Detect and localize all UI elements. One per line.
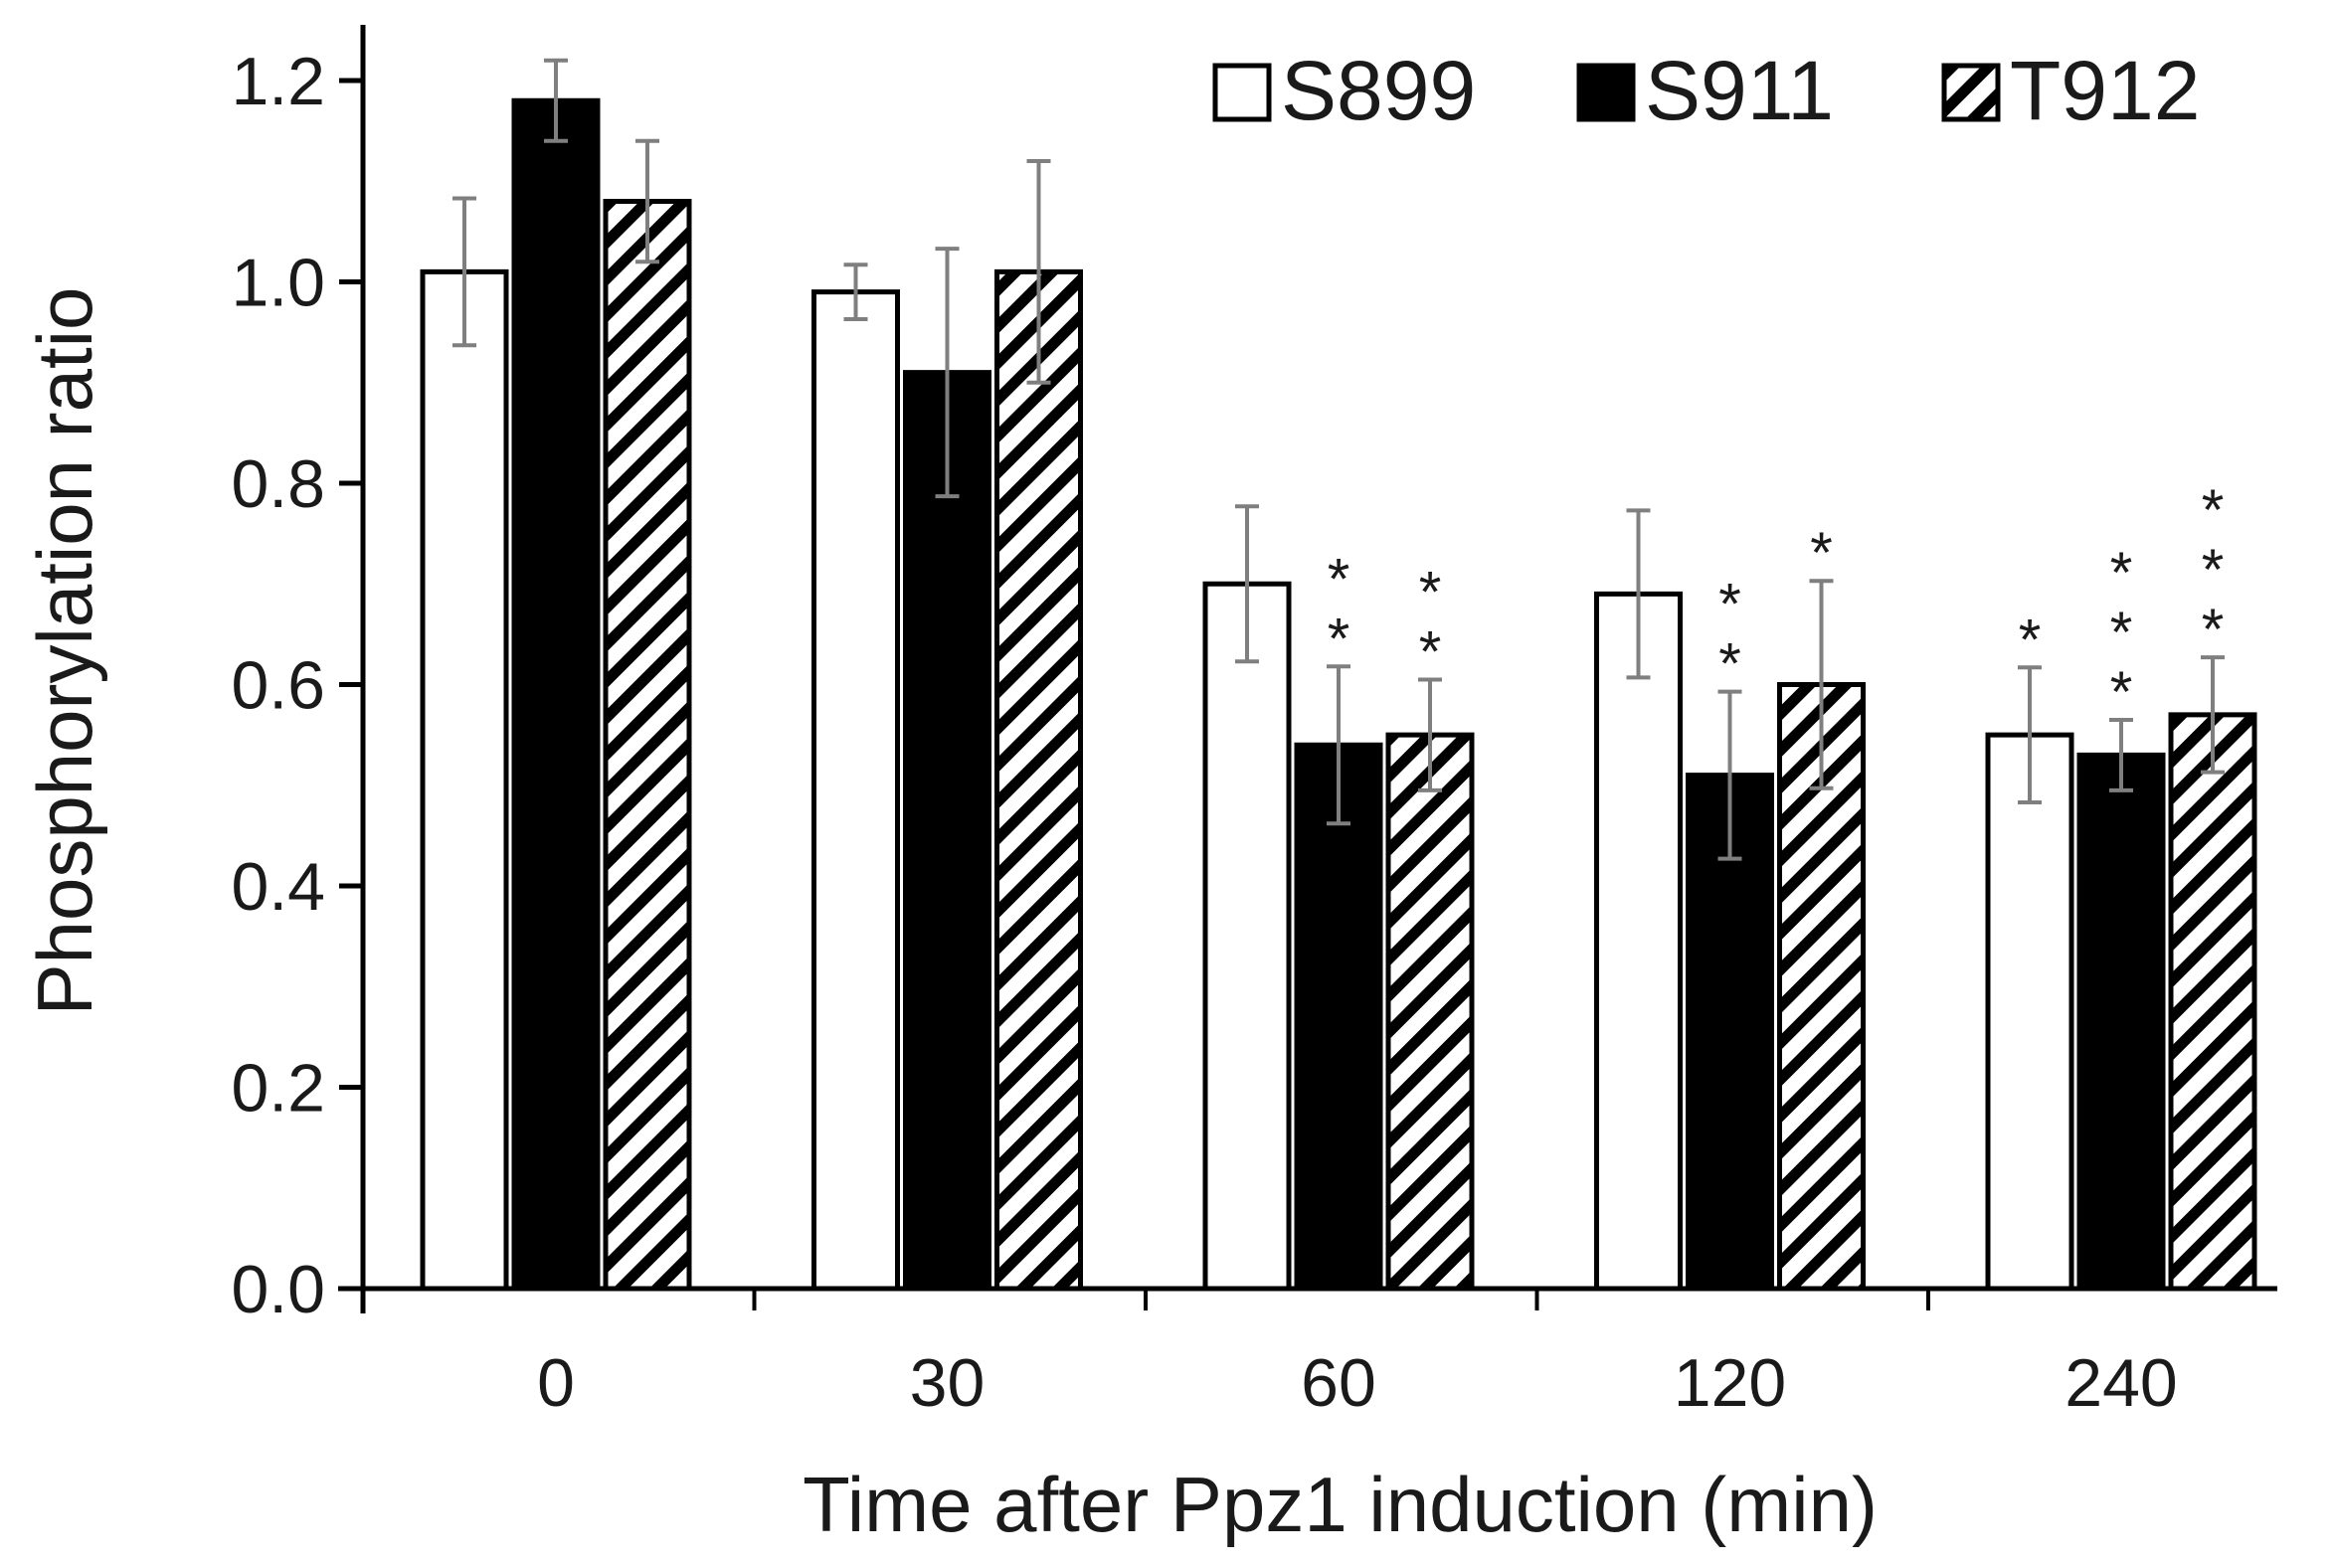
significance-star: * [2110, 601, 2133, 665]
y-tick-label: 0.8 [231, 446, 325, 522]
significance-star: * [1810, 521, 1833, 586]
error-bar [2018, 665, 2042, 804]
y-tick-label: 1.2 [231, 44, 325, 119]
error-bars-layer [452, 58, 2225, 861]
significance-star: * [1328, 547, 1350, 611]
legend: S899 S911 T912 [1212, 44, 2200, 137]
bar-s899 [420, 268, 509, 1292]
bar-t912 [994, 268, 1083, 1292]
error-bar [544, 58, 568, 143]
significance-star: * [2110, 660, 2133, 725]
bar-s911 [511, 97, 601, 1292]
significance-star: * [2019, 608, 2042, 672]
significance-star: * [2110, 541, 2133, 606]
bar-s899 [811, 289, 900, 1292]
error-bar [1626, 508, 1651, 680]
error-bar [452, 196, 476, 348]
error-bar [1026, 159, 1051, 385]
x-axis-tick-labels: 0 30 60 120 240 [537, 1289, 2178, 1421]
y-tick-label: 0.2 [231, 1051, 325, 1127]
error-bar [2109, 717, 2133, 792]
bar-t912 [2168, 712, 2257, 1292]
x-tick-label: 120 [1674, 1345, 1786, 1421]
bar-s899 [1985, 732, 2074, 1292]
x-tick-label: 240 [2065, 1345, 2177, 1421]
x-axis-title: Time after Ppz1 induction (min) [803, 1461, 1878, 1548]
legend-swatch-t912 [1941, 63, 2001, 122]
error-bar [2201, 655, 2225, 775]
error-bar [1327, 664, 1350, 826]
x-tick-label: 60 [1301, 1345, 1376, 1421]
significance-star: * [1328, 607, 1350, 671]
significance-star: * [1718, 632, 1741, 697]
legend-label-s899: S899 [1281, 44, 1476, 137]
y-tick-label: 0.0 [231, 1252, 325, 1327]
y-tick-label: 0.6 [231, 648, 325, 724]
error-bar [1418, 677, 1442, 792]
legend-swatch-s911 [1576, 63, 1636, 122]
y-tick-label: 0.4 [231, 849, 325, 925]
legend-label-t912: T912 [2010, 44, 2200, 137]
bar-t912 [1385, 732, 1475, 1292]
error-bar [843, 262, 868, 321]
y-axis-title: Phosphorylation ratio [21, 287, 108, 1016]
significance-star: * [2202, 598, 2225, 662]
error-bar [935, 247, 960, 499]
error-bar [1717, 689, 1742, 861]
bar-s899 [1202, 581, 1292, 1292]
y-tick-label: 1.0 [231, 246, 325, 321]
legend-label-s911: S911 [1645, 44, 1834, 137]
error-bar [1235, 504, 1259, 664]
axes [338, 25, 2277, 1313]
significance-star: * [1718, 573, 1741, 637]
legend-swatch-s899 [1212, 63, 1272, 122]
x-tick-label: 0 [537, 1345, 575, 1421]
significance-star: * [1419, 560, 1442, 624]
bar-s911 [903, 370, 991, 1292]
significance-star: * [1419, 619, 1442, 684]
y-axis-ticks: 0.0 0.2 0.4 0.6 0.8 1.0 1.2 [231, 44, 363, 1327]
bar-t912 [603, 199, 692, 1292]
significance-star: * [2202, 478, 2225, 543]
bar-s899 [1594, 591, 1683, 1292]
significance-star: * [2202, 538, 2225, 603]
bar-s911 [2076, 752, 2166, 1292]
bar-s911 [1294, 742, 1383, 1292]
x-tick-label: 30 [910, 1345, 986, 1421]
significance-layer: ************** [1328, 478, 2225, 725]
error-bar [1809, 579, 1834, 790]
error-bar [635, 138, 659, 264]
